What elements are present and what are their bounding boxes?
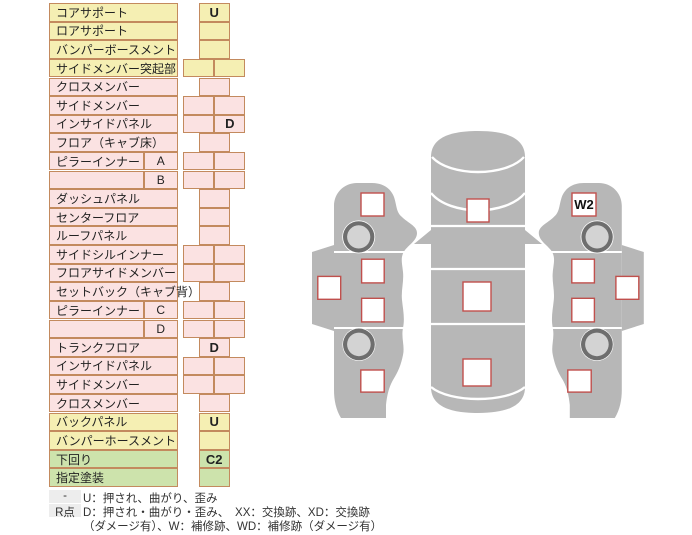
svg-text:W2: W2 xyxy=(574,197,594,212)
